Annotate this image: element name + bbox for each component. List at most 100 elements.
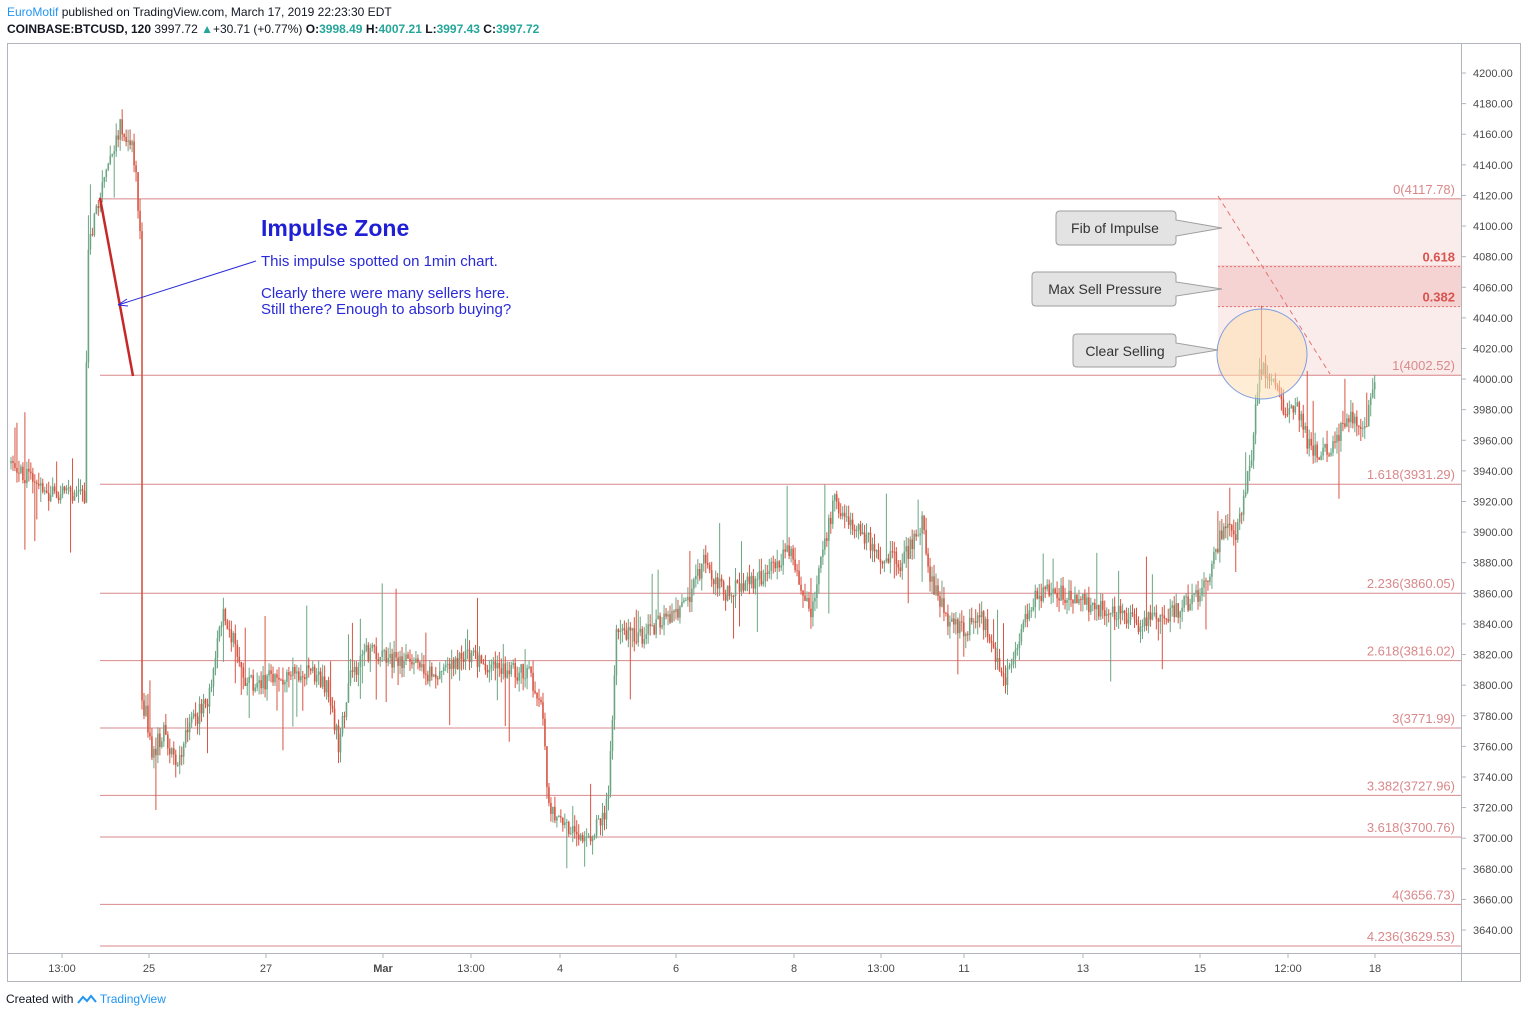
candle-body xyxy=(1320,455,1322,460)
candle-body xyxy=(778,561,780,568)
candle-body xyxy=(111,153,114,156)
candle-body xyxy=(85,362,88,503)
candle-body xyxy=(857,524,860,531)
candle-body xyxy=(250,675,252,677)
impulse-trend-line[interactable] xyxy=(98,197,135,377)
candle-body xyxy=(1050,593,1052,596)
candle-body xyxy=(325,680,328,693)
time-tick-label: 13:00 xyxy=(867,963,895,975)
candle-body xyxy=(107,163,110,170)
candle-body xyxy=(1187,596,1189,611)
candle-body xyxy=(1316,444,1318,458)
candle-body xyxy=(617,629,620,633)
candle-body xyxy=(1121,610,1124,614)
candle-body xyxy=(298,671,300,681)
candle-body xyxy=(1179,611,1181,618)
candle-body xyxy=(704,554,707,564)
candle-body xyxy=(240,662,243,668)
annotation-title: Impulse Zone xyxy=(261,215,409,241)
candle-body xyxy=(1161,614,1164,616)
candle-body xyxy=(294,666,296,674)
candle-body xyxy=(867,532,870,535)
fib-level-label: 1.618(3931.29) xyxy=(1367,467,1455,482)
candle-body xyxy=(41,483,44,492)
candle-body xyxy=(63,486,66,491)
candle-body xyxy=(165,724,167,735)
price-tick-label: 3660.00 xyxy=(1473,894,1513,906)
candle-body xyxy=(899,567,902,572)
candle-body xyxy=(695,575,697,580)
callout-max-sell-pressure[interactable]: Max Sell Pressure xyxy=(1031,271,1223,307)
candle-body xyxy=(1346,418,1348,427)
candle-body xyxy=(456,658,459,670)
candle-body xyxy=(689,596,691,602)
candle-body xyxy=(581,835,584,842)
candle-body xyxy=(409,658,411,662)
time-tick-label: Mar xyxy=(373,963,393,975)
candle-body xyxy=(351,670,354,672)
candle-body xyxy=(818,568,820,585)
candle-body xyxy=(1141,625,1144,628)
candle-body xyxy=(917,535,919,537)
candle-body xyxy=(353,666,356,672)
candle-body xyxy=(202,699,205,714)
candle-body xyxy=(931,576,933,582)
candle-body xyxy=(1342,423,1344,425)
candle-body xyxy=(1340,423,1342,441)
candle-body xyxy=(905,546,908,552)
candle-body xyxy=(526,667,528,679)
candle-body xyxy=(1066,600,1068,603)
candle-body xyxy=(752,575,755,589)
candle-body xyxy=(1016,647,1019,650)
clear-selling-circle[interactable] xyxy=(1216,308,1308,400)
candle-body xyxy=(927,553,929,567)
candle-body xyxy=(446,663,449,666)
time-tick-label: 13:00 xyxy=(457,963,485,975)
candle-body xyxy=(843,512,846,517)
last-price: 3997.72 xyxy=(154,22,198,36)
candle-body xyxy=(343,716,346,718)
candle-body xyxy=(1373,382,1376,390)
candle-body xyxy=(784,549,786,552)
candle-body xyxy=(768,570,771,575)
candle-body xyxy=(1314,444,1316,456)
candle-body xyxy=(865,534,868,544)
candle-body xyxy=(37,483,40,486)
candle-body xyxy=(762,581,765,585)
candle-body xyxy=(1143,617,1146,626)
candle-body xyxy=(1211,564,1213,577)
candle-body xyxy=(34,481,36,483)
callout-fib-of-impulse[interactable]: Fib of Impulse xyxy=(1055,210,1223,246)
candle-body xyxy=(879,558,882,563)
time-tick-label: 11 xyxy=(958,963,969,975)
candle-body xyxy=(1280,391,1283,400)
candle-body xyxy=(800,584,802,591)
dashed-trend-line[interactable] xyxy=(1217,195,1331,375)
candle-body xyxy=(558,816,560,818)
candle-body xyxy=(1227,523,1229,529)
candle-body xyxy=(73,496,76,501)
callout-clear-selling[interactable]: Clear Selling xyxy=(1072,333,1219,368)
candle-body xyxy=(18,472,20,474)
candle-body xyxy=(887,558,890,563)
candle-body xyxy=(57,497,60,501)
candle-body xyxy=(1363,426,1366,429)
candle-body xyxy=(1064,599,1066,603)
annotation-arrow-line[interactable] xyxy=(117,260,257,306)
fib-zone-top xyxy=(1218,198,1461,265)
candle-body xyxy=(1032,606,1035,611)
candle-body xyxy=(697,568,699,576)
candle-body xyxy=(831,500,834,524)
candle-body xyxy=(1304,426,1307,430)
candle-body xyxy=(966,633,969,636)
candle-body xyxy=(389,653,391,659)
tradingview-link[interactable]: TradingView xyxy=(99,992,166,1006)
author-link[interactable]: EuroMotif xyxy=(7,5,59,19)
candle-body xyxy=(1191,594,1193,605)
candle-body xyxy=(1288,408,1291,415)
high-value: 4007.21 xyxy=(378,22,422,36)
candle-body xyxy=(208,687,211,707)
candle-body xyxy=(436,678,439,680)
candle-body xyxy=(119,119,121,140)
